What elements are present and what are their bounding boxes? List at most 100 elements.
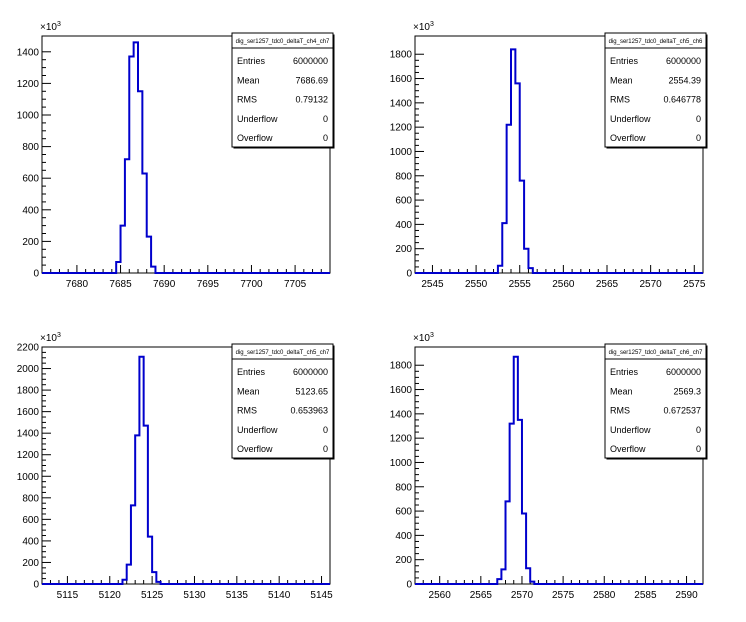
x-tick-label: 2590 [675,590,698,601]
stats-value: 0.79132 [295,95,328,105]
y-tick-label: 200 [395,244,412,255]
stats-box-title: dig_ser1257_tdc0_deltaT_ch5_ch7 [236,350,330,356]
x-tick-label: 2570 [511,590,534,601]
stats-label: Overflow [610,444,646,454]
stats-label: Mean [610,386,633,396]
y-tick-label: 600 [22,515,39,526]
y-tick-label: 1400 [390,98,413,109]
y-tick-label: 200 [22,237,39,248]
y-tick-label: 1600 [390,385,413,396]
stats-value: 7686.69 [295,75,328,85]
stats-box-title: dig_ser1257_tdc0_deltaT_ch6_ch7 [609,350,703,356]
y-multiplier-label: ×103 [413,21,434,33]
stats-box-title: dig_ser1257_tdc0_deltaT_ch4_ch7 [236,39,330,45]
stats-label: Entries [610,56,639,66]
x-tick-label: 2565 [470,590,493,601]
stats-label: Entries [610,367,639,377]
stats-value: 0 [323,114,328,124]
stats-label: Underflow [610,114,651,124]
y-tick-label: 1200 [390,123,413,134]
stats-value: 6000000 [666,56,701,66]
y-tick-label: 400 [22,205,39,216]
stats-value: 0 [696,425,701,435]
stats-value: 0 [323,425,328,435]
y-tick-label: 1800 [390,361,413,372]
y-tick-label: 1200 [390,434,413,445]
histogram-svg: 0 200 400 600 800 1000 1200 1400 7680 7685 7690 769… [17,21,335,290]
x-tick-label: 5125 [141,590,164,601]
histogram-line [42,355,330,585]
x-tick-label: 7700 [240,279,263,290]
stats-box-title: dig_ser1257_tdc0_deltaT_ch5_ch6 [609,39,703,45]
y-tick-label: 800 [22,142,39,153]
histogram-pad-ch5-ch6: 0 200 400 600 800 1000 1200 1400 1600 1800 2545 255… [373,0,746,311]
stats-box: dig_ser1257_tdc0_deltaT_ch5_ch7 Entries 60… [231,343,335,460]
y-tick-label: 400 [395,220,412,231]
x-tick-label: 2575 [683,279,706,290]
stats-value: 2569.3 [673,386,701,396]
histogram-pad-ch5-ch7: 0 200 400 600 800 1000 1200 1400 1600 1800 2000 220… [0,311,373,622]
x-tick-label: 2585 [634,590,657,601]
x-tick-label: 5135 [226,590,249,601]
y-tick-label: 600 [395,507,412,518]
stats-box: dig_ser1257_tdc0_deltaT_ch4_ch7 Entries 60… [231,32,335,149]
stats-value: 0.672537 [663,406,701,416]
y-tick-label: 1000 [390,458,413,469]
x-tick-label: 2565 [596,279,619,290]
y-tick-label: 0 [33,580,39,591]
y-tick-label: 1400 [17,47,40,58]
stats-label: RMS [610,95,630,105]
x-tick-label: 7680 [66,279,89,290]
stats-value: 0.653963 [290,406,328,416]
stats-value: 6000000 [666,367,701,377]
y-tick-label: 800 [395,482,412,493]
y-tick-label: 200 [395,555,412,566]
y-tick-label: 1800 [390,50,413,61]
x-tick-label: 5140 [268,590,291,601]
y-multiplier-label: ×103 [413,332,434,344]
x-tick-label: 2580 [593,590,616,601]
stats-value: 0 [696,133,701,143]
y-tick-label: 1400 [17,429,40,440]
y-tick-label: 0 [406,580,412,591]
x-tick-label: 5120 [99,590,122,601]
stats-value: 6000000 [293,367,328,377]
stats-box: dig_ser1257_tdc0_deltaT_ch5_ch6 Entries 60… [604,32,708,149]
stats-label: RMS [237,95,257,105]
histogram-svg: 0 200 400 600 800 1000 1200 1400 1600 1800 2000 220… [17,332,335,601]
y-tick-label: 600 [22,174,39,185]
y-multiplier-label: ×103 [40,21,61,33]
y-tick-label: 2200 [17,343,40,354]
stats-label: Underflow [610,425,651,435]
y-tick-label: 1200 [17,450,40,461]
y-tick-label: 2000 [17,364,40,375]
y-tick-label: 1600 [17,407,40,418]
x-tick-label: 5145 [310,590,333,601]
stats-box-frame [231,32,334,148]
x-tick-label: 2560 [552,279,575,290]
histogram-pad-ch6-ch7: 0 200 400 600 800 1000 1200 1400 1600 1800 2560 256… [373,311,746,622]
x-tick-label: 2555 [509,279,532,290]
stats-label: RMS [237,406,257,416]
histogram-svg: 0 200 400 600 800 1000 1200 1400 1600 1800 2545 255… [390,21,708,290]
histogram-line [415,355,703,585]
y-tick-label: 1400 [390,409,413,420]
y-tick-label: 400 [395,531,412,542]
stats-box: dig_ser1257_tdc0_deltaT_ch6_ch7 Entries 60… [604,343,708,460]
y-tick-label: 800 [22,493,39,504]
stats-label: Overflow [237,444,273,454]
stats-label: Mean [237,386,260,396]
stats-value: 0.646778 [663,95,701,105]
y-tick-label: 1000 [390,147,413,158]
stats-label: Underflow [237,425,278,435]
y-tick-label: 1800 [17,386,40,397]
stats-label: Entries [237,56,266,66]
histogram-line [42,41,330,274]
y-tick-label: 200 [22,558,39,569]
x-tick-label: 2545 [421,279,444,290]
stats-value: 5123.65 [295,386,328,396]
x-tick-label: 5115 [57,590,79,601]
histogram-pad-ch4-ch7: 0 200 400 600 800 1000 1200 1400 7680 7685 7690 769… [0,0,373,311]
y-tick-label: 0 [33,269,39,280]
y-multiplier-label: ×103 [40,332,61,344]
